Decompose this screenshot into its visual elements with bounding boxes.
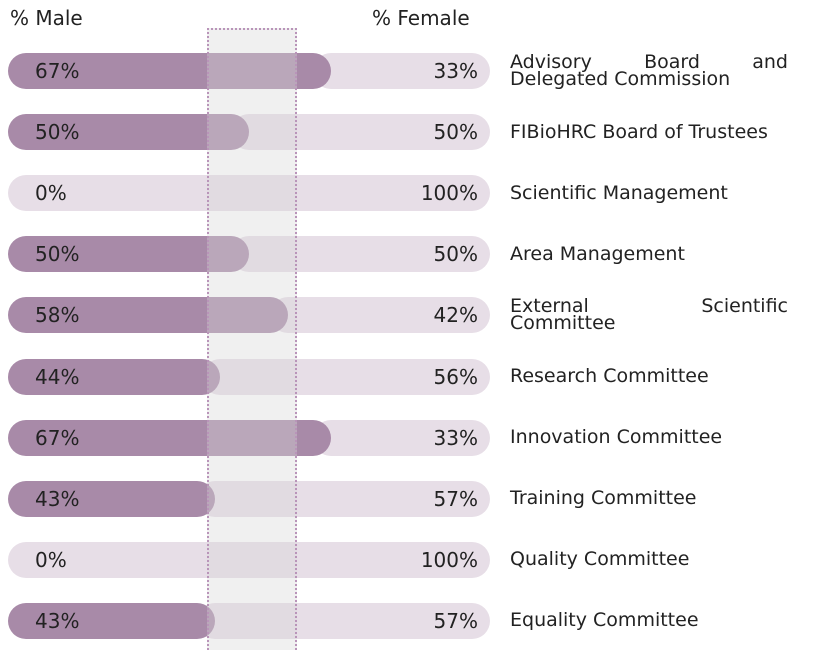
category-label: Equality Committee xyxy=(510,609,699,632)
bar-female xyxy=(8,175,490,212)
bar-female xyxy=(231,236,490,273)
bar-female xyxy=(312,419,490,456)
bar-male xyxy=(8,602,216,639)
value-label-female: 100% xyxy=(420,547,478,572)
category-label: FIBioHRC Board of Trustees xyxy=(510,120,768,143)
value-label-female: 33% xyxy=(433,59,478,83)
bar-male xyxy=(8,53,331,89)
value-label-female: 100% xyxy=(420,181,478,206)
value-label-male: 67% xyxy=(35,59,80,83)
category-label: Training Committee xyxy=(510,487,697,510)
value-label-female: 56% xyxy=(433,364,478,389)
category-label: Area Management xyxy=(510,242,685,265)
value-label-male: 67% xyxy=(35,425,80,450)
category-label: Research Committee xyxy=(510,365,709,387)
category-label: External Scientific Committee xyxy=(510,295,788,335)
value-label-female: 33% xyxy=(433,425,478,450)
bar-female xyxy=(269,297,490,334)
bar-female xyxy=(8,541,490,578)
header-female: % Female xyxy=(372,6,470,30)
value-label-female: 42% xyxy=(433,303,478,328)
value-label-male: 50% xyxy=(35,242,80,267)
category-label: Innovation Committee xyxy=(510,426,723,449)
bar-female xyxy=(312,53,490,89)
bar-female xyxy=(231,114,490,151)
value-label-male: 44% xyxy=(35,364,80,389)
value-label-male: 0% xyxy=(35,547,67,572)
bar-male xyxy=(8,297,288,334)
bar-male xyxy=(8,419,331,456)
value-label-male: 58% xyxy=(35,303,80,328)
value-label-female: 57% xyxy=(433,486,478,511)
value-label-female: 50% xyxy=(433,120,478,145)
category-label: Quality Committee xyxy=(510,548,690,571)
bar-female xyxy=(197,480,490,517)
bar-female xyxy=(197,602,490,639)
value-label-female: 57% xyxy=(433,608,478,633)
value-label-female: 50% xyxy=(433,242,478,267)
value-label-male: 50% xyxy=(35,120,80,145)
value-label-male: 0% xyxy=(35,181,67,206)
highlight-band xyxy=(207,28,297,650)
value-label-male: 43% xyxy=(35,608,80,633)
bar-female xyxy=(202,358,490,395)
bar-male xyxy=(8,480,216,517)
value-label-male: 43% xyxy=(35,486,80,511)
category-label: Advisory Board and Delegated Commission xyxy=(510,51,788,90)
category-label: Scientific Management xyxy=(510,181,728,204)
bar-male xyxy=(8,358,221,395)
header-male: % Male xyxy=(10,6,83,30)
